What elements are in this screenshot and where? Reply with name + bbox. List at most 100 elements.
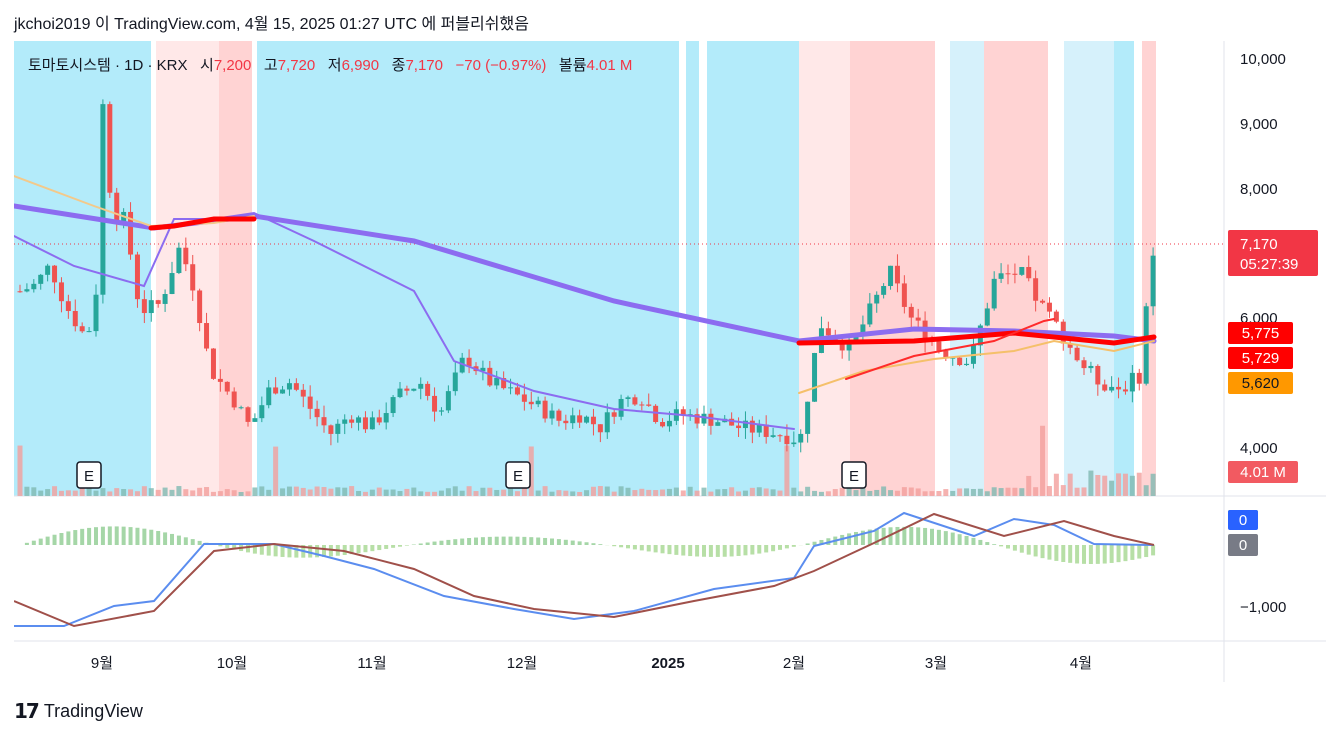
volume-bar (943, 489, 949, 496)
volume-bar (404, 488, 410, 496)
macd-histogram-bar (556, 539, 561, 545)
volume-bar (245, 491, 251, 496)
volume-bar (618, 486, 624, 496)
candle-body (273, 387, 279, 394)
volume-bar (563, 490, 569, 496)
macd-histogram-bar (515, 536, 520, 545)
volume-bar (639, 488, 645, 496)
candle-body (749, 420, 755, 433)
candle-body (1012, 273, 1018, 275)
macd-histogram-bar (114, 526, 119, 545)
candle-body (197, 290, 203, 324)
macd-histogram-bar (294, 545, 299, 558)
volume-bar (1129, 475, 1135, 496)
macd-histogram-bar (80, 528, 85, 545)
volume-bar (1095, 474, 1101, 496)
volume-bar (445, 488, 451, 496)
macd-histogram-bar (1102, 545, 1107, 564)
macd-histogram-bar (87, 527, 92, 545)
volume-bar (708, 491, 714, 496)
volume-bar (888, 490, 894, 496)
candle-body (784, 435, 790, 445)
ma-mid-line (13, 211, 795, 430)
candle-body (701, 413, 707, 424)
macd-histogram-bar (978, 539, 983, 545)
macd-histogram-bar (764, 545, 769, 553)
low-label: 저 (327, 57, 342, 74)
candle-body (791, 442, 797, 445)
macd-histogram-bar (349, 545, 354, 555)
macd-histogram-bar (992, 544, 997, 545)
candle-body (1040, 300, 1046, 303)
volume-bar (1109, 480, 1115, 496)
candle-body (169, 273, 175, 295)
volume-bar (252, 487, 258, 496)
macd-histogram-bar (52, 534, 57, 545)
candle-body (984, 308, 990, 326)
volume-bar (169, 489, 175, 496)
volume-bar (65, 490, 71, 496)
macd-histogram-bar (653, 545, 658, 553)
ma1-badge-bg (1228, 322, 1293, 344)
macd-histogram-bar (1047, 545, 1052, 560)
volume-bar (121, 489, 127, 496)
macd-histogram-bar (149, 529, 154, 545)
candle-body (238, 407, 244, 409)
macd-histogram-bar (322, 545, 326, 557)
candle-body (432, 395, 438, 412)
volume-bar (183, 489, 189, 496)
macd-histogram-bar (805, 543, 810, 545)
macd-histogram-bar (536, 537, 541, 545)
legend-symbol[interactable]: 토마토시스템 · 1D · KRX (28, 57, 188, 74)
volume-bar (411, 487, 417, 496)
candle-body (901, 283, 907, 307)
macd-histogram-bar (729, 545, 734, 557)
volume-bar (128, 489, 134, 496)
close-label: 종 (391, 57, 406, 74)
candle-body (736, 425, 742, 429)
volume-bar (542, 486, 548, 496)
macd-histogram-bar (999, 545, 1004, 547)
volume-bar (1033, 487, 1039, 496)
candle-body (590, 416, 596, 425)
volume-bar (991, 487, 997, 496)
volume-bar (17, 445, 23, 496)
earnings-marker-bg (76, 461, 102, 489)
candle-body (93, 294, 99, 332)
volume-bar (176, 486, 182, 496)
macd-histogram-bar (874, 528, 879, 545)
volume-bar (459, 490, 465, 496)
macd-histogram-bar (902, 526, 907, 545)
macd-histogram-bar (1012, 545, 1017, 551)
candle-body (660, 422, 666, 427)
volume-bar (604, 486, 610, 496)
candle-body (438, 410, 444, 412)
volume-bar (1116, 473, 1122, 496)
volume-bar (134, 491, 140, 496)
volume-bar (577, 491, 583, 496)
macd-histogram-bar (667, 545, 672, 555)
macd-histogram-bar (66, 531, 71, 545)
tradingview-brand[interactable]: 𝟭𝟳 TradingView (14, 699, 143, 724)
volume-bar (549, 491, 555, 496)
candle-body (383, 413, 389, 423)
volume-bar (273, 446, 279, 496)
macd-histogram-bar (259, 545, 264, 555)
chart-area[interactable]: 10,000 9,000 8,000 6,000 4,000 −1,000 9월 10월 11월… (11, 41, 1326, 682)
price-tick-label: 8,000 (1240, 181, 1278, 198)
volume-bar (52, 486, 58, 496)
candle-body (487, 367, 493, 386)
price-tick-label: 4,000 (1240, 440, 1278, 457)
macd-histogram-bar (632, 545, 637, 550)
candle-body (625, 397, 631, 399)
macd-histogram-bar (370, 545, 375, 552)
macd-histogram-bar (1061, 545, 1066, 562)
price-tick-label: 10,000 (1240, 51, 1286, 68)
high-label: 고 (263, 57, 278, 74)
macd-histogram-bar (398, 545, 402, 547)
candle-body (570, 415, 576, 424)
volume-bar (839, 487, 845, 496)
volume-bar (473, 491, 479, 496)
candle-body (763, 424, 769, 437)
